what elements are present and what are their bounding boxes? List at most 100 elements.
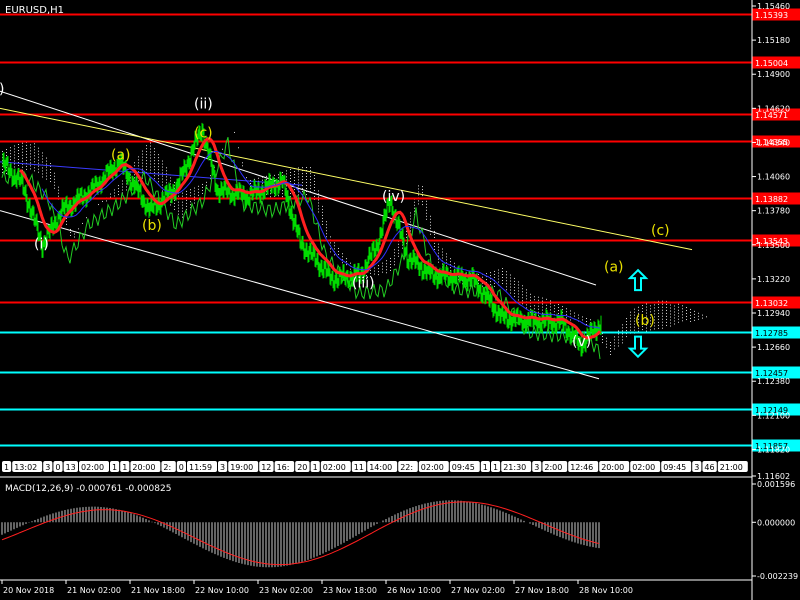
cloud-dot	[222, 148, 223, 150]
cloud-dot	[210, 175, 211, 177]
cloud-dot	[190, 189, 191, 191]
cloud-dot	[630, 326, 631, 328]
cloud-dot	[618, 339, 619, 341]
price-level-badge-label: 1.15393	[755, 11, 788, 20]
cloud-dot	[678, 315, 679, 317]
cloud-dot	[602, 333, 603, 335]
cloud-dot	[650, 308, 651, 310]
wave-label: (i)	[34, 236, 49, 252]
event-tag	[187, 461, 217, 472]
cloud-dot	[310, 173, 311, 175]
cloud-dot	[634, 317, 635, 319]
cloud-dot	[346, 261, 347, 263]
cloud-dot	[142, 156, 143, 158]
cloud-dot	[306, 167, 307, 169]
cloud-dot	[566, 314, 567, 316]
cloud-dot	[182, 210, 183, 212]
cloud-dot	[6, 152, 7, 154]
cloud-dot	[574, 315, 575, 317]
cloud-dot	[26, 159, 27, 161]
price-level-badge-label: 1.14355	[755, 138, 788, 147]
cloud-dot	[334, 242, 335, 244]
cloud-dot	[498, 281, 499, 283]
trend-channels[interactable]	[0, 90, 693, 380]
cloud-dot	[146, 160, 147, 162]
cloud-dot	[30, 153, 31, 155]
cloud-dot	[502, 273, 503, 275]
horizontal-levels[interactable]: 1.15393 1.15004 1.14571 1.14355 1.13882 1.135…	[0, 8, 800, 452]
cloud-dot	[390, 263, 391, 265]
cloud-dot	[486, 273, 487, 275]
time-axis: 20 Nov 2018 21 Nov 02:00 21 Nov 18:00 22 No…	[0, 579, 752, 595]
cloud-dot	[650, 320, 651, 322]
cloud-dot	[146, 157, 147, 159]
cloud-dot	[654, 325, 655, 327]
cloud-dot	[374, 273, 375, 275]
cloud-dot	[158, 166, 159, 168]
cloud-dot	[198, 188, 199, 190]
cloud-dot	[310, 179, 311, 181]
cloud-dot	[294, 180, 295, 182]
cloud-dot	[626, 324, 627, 326]
cloud-dot	[510, 283, 511, 285]
cloud-dot	[310, 191, 311, 193]
cloud-dot	[42, 176, 43, 178]
cloud-dot	[22, 151, 23, 153]
cloud-dot	[494, 270, 495, 272]
cloud-dot	[422, 204, 423, 206]
channel-upper-line	[0, 90, 597, 286]
cloud-dot	[410, 215, 411, 217]
green-indicator-line	[1, 137, 601, 359]
cloud-dot	[634, 323, 635, 325]
price-tick-label: 1.11820	[757, 445, 790, 454]
cloud-dot	[570, 310, 571, 312]
cloud-dot	[574, 312, 575, 314]
cloud-dot	[178, 195, 179, 197]
cloud-dot	[606, 343, 607, 345]
cloud-dot	[630, 323, 631, 325]
cloud-dot	[526, 304, 527, 306]
cloud-dot	[314, 189, 315, 191]
price-tick-label: 1.14060	[757, 173, 790, 182]
cloud-dot	[278, 177, 279, 179]
cloud-dot	[14, 157, 15, 159]
cloud-dot	[662, 303, 663, 305]
cloud-dot	[138, 180, 139, 182]
cloud-dot	[414, 207, 415, 209]
cloud-dot	[666, 315, 667, 317]
cloud-dot	[638, 324, 639, 326]
cloud-dot	[518, 281, 519, 283]
cloud-dot	[666, 318, 667, 320]
cloud-dot	[58, 189, 59, 191]
cloud-dot	[678, 303, 679, 305]
cloud-dot	[322, 217, 323, 219]
cloud-dot	[650, 323, 651, 325]
price-level-badge-label: 1.13543	[755, 237, 788, 246]
cloud-dot	[662, 324, 663, 326]
cloud-dot	[330, 242, 331, 244]
cloud-dot	[142, 177, 143, 179]
event-tag	[259, 461, 274, 472]
cloud-dot	[670, 313, 671, 315]
cloud-dot	[606, 337, 607, 339]
cloud-dot	[186, 190, 187, 192]
price-level-badge	[752, 366, 800, 379]
cloud-dot	[326, 227, 327, 229]
cloud-dot	[558, 304, 559, 306]
cloud-dot	[690, 308, 691, 310]
wave-label: (b)	[142, 218, 162, 234]
cloud-dot	[166, 182, 167, 184]
cloud-dot	[430, 233, 431, 235]
cloud-dot	[166, 179, 167, 181]
cloud-dot	[30, 147, 31, 149]
cloud-dot	[106, 200, 107, 202]
cloud-dot	[530, 296, 531, 298]
cloud-dot	[194, 187, 195, 189]
cloud-dot	[286, 179, 287, 181]
cloud-dot	[298, 167, 299, 169]
moving-average-red	[18, 137, 602, 340]
arrow-down-icon	[627, 335, 649, 359]
time-tick-label: 20 Nov 2018	[3, 586, 54, 595]
cloud-dot	[414, 204, 415, 206]
